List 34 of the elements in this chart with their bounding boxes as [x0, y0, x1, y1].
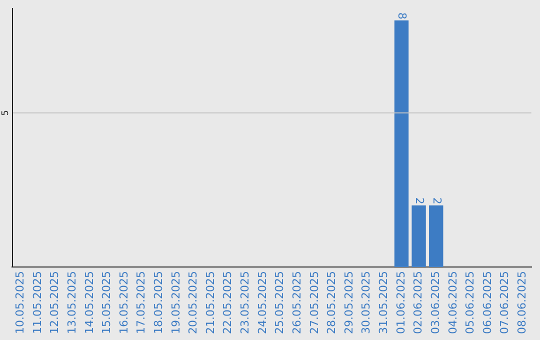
x-tick-label: 12.05.2025 [48, 271, 62, 334]
ref-line-label: 5 [0, 110, 11, 116]
x-tick-label: 28.05.2025 [325, 271, 338, 334]
x-tick-label: 25.05.2025 [273, 271, 286, 334]
x-tick-label: 04.06.2025 [446, 271, 460, 334]
x-tick-label: 27.05.2025 [308, 271, 321, 334]
x-tick-label: 11.05.2025 [30, 271, 44, 334]
data-label: 8 [396, 12, 409, 20]
x-tick-label: 15.05.2025 [100, 271, 114, 334]
x-tick-label: 30.05.2025 [360, 271, 373, 334]
x-tick-label: 19.05.2025 [169, 271, 182, 334]
x-tick-label: 31.05.2025 [377, 271, 390, 334]
x-tick-label: 01.06.2025 [394, 271, 408, 334]
data-label: 2 [430, 197, 444, 204]
x-tick-label: 13.05.2025 [65, 271, 78, 334]
x-tick-label: 02.06.2025 [412, 271, 425, 334]
x-tick-label: 22.05.2025 [221, 271, 234, 334]
x-tick-label: 10.05.2025 [14, 271, 27, 334]
data-label: 2 [412, 197, 426, 204]
x-tick-label: 14.05.2025 [82, 271, 96, 334]
x-tick-label: 08.06.2025 [516, 271, 529, 334]
x-tick-label: 17.05.2025 [134, 271, 148, 334]
x-tick-label: 07.06.2025 [498, 271, 512, 334]
x-tick-label: 05.06.2025 [464, 271, 477, 334]
x-tick-label: 18.05.2025 [152, 271, 165, 334]
x-tick-label: 21.05.2025 [204, 271, 217, 334]
x-tick-label: 20.05.2025 [186, 271, 200, 334]
x-tick-label: 03.06.2025 [428, 271, 442, 334]
x-tick-label: 24.05.2025 [256, 271, 269, 334]
x-tick-label: 26.05.2025 [290, 271, 304, 334]
x-tick-label: 29.05.2025 [342, 271, 356, 334]
x-tick-label: 23.05.2025 [238, 271, 252, 334]
x-tick-label: 16.05.2025 [117, 271, 130, 334]
x-tick-label: 06.06.2025 [480, 271, 494, 334]
